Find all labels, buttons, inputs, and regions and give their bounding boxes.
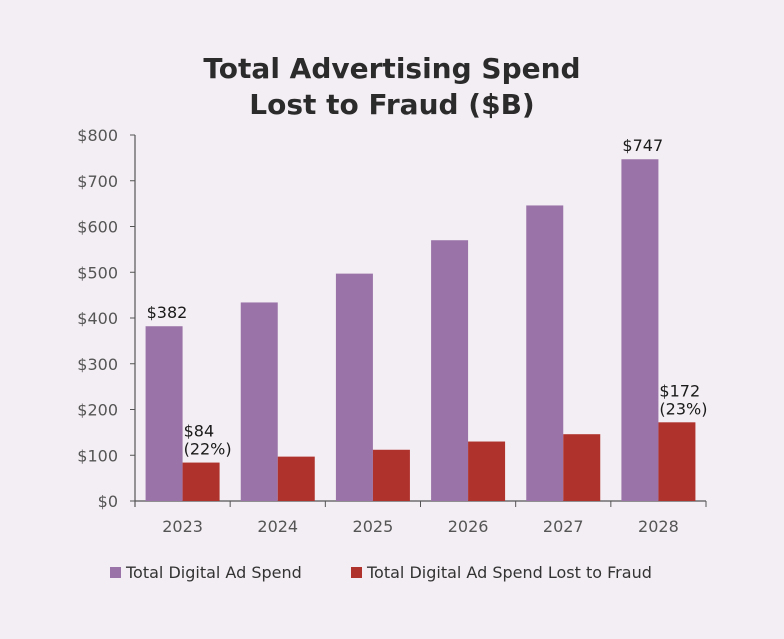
x-tick-label: 2024: [257, 517, 298, 536]
bar-fraud-2026: [468, 441, 506, 501]
y-tick-label: $500: [77, 263, 118, 282]
bar-total-spend-2025: [335, 273, 373, 501]
bar-fraud-2027: [563, 434, 601, 501]
y-tick-label: $300: [77, 355, 118, 374]
x-tick-label: 2027: [543, 517, 584, 536]
bar-total-spend-2027: [526, 205, 564, 501]
legend-label-lost-to-fraud: Total Digital Ad Spend Lost to Fraud: [367, 563, 652, 582]
y-tick-label: $700: [77, 172, 118, 191]
data-label: $747: [622, 136, 663, 155]
data-label: $172: [659, 381, 700, 400]
legend-swatch-total-digital-ad-spend: [110, 567, 121, 578]
legend-item-total-digital-ad-spend: Total Digital Ad Spend: [110, 563, 302, 582]
y-tick-label: $200: [77, 401, 118, 420]
x-tick-label: 2025: [353, 517, 394, 536]
bar-fraud-2025: [372, 449, 410, 501]
data-label: (23%): [659, 399, 707, 418]
bar-fraud-2023: [182, 462, 220, 501]
y-tick-label: $100: [77, 446, 118, 465]
data-label: (22%): [184, 440, 232, 459]
bar-fraud-2028: [658, 422, 696, 501]
x-tick-label: 2023: [162, 517, 203, 536]
y-tick-label: $400: [77, 309, 118, 328]
x-tick-label: 2028: [638, 517, 679, 536]
y-tick-label: $0: [98, 492, 118, 511]
bar-fraud-2024: [277, 456, 315, 501]
bar-total-spend-2023: [145, 326, 183, 501]
y-tick-label: $800: [77, 126, 118, 145]
y-tick-label: $600: [77, 218, 118, 237]
chart-title: Total Advertising Spend: [203, 52, 581, 85]
bar-total-spend-2028: [621, 159, 659, 501]
legend-label-total-digital-ad-spend: Total Digital Ad Spend: [126, 563, 302, 582]
legend-item-lost-to-fraud: Total Digital Ad Spend Lost to Fraud: [351, 563, 652, 582]
x-tick-label: 2026: [448, 517, 489, 536]
bar-total-spend-2026: [431, 240, 469, 501]
chart-subtitle: Lost to Fraud ($B): [249, 88, 535, 121]
data-label: $382: [147, 303, 188, 322]
data-label: $84: [184, 422, 215, 441]
legend-swatch-lost-to-fraud: [351, 567, 362, 578]
bar-total-spend-2024: [240, 302, 278, 501]
